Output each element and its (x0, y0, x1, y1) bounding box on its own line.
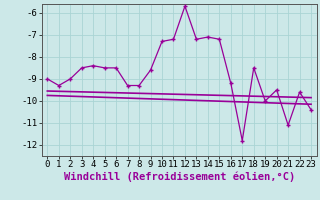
X-axis label: Windchill (Refroidissement éolien,°C): Windchill (Refroidissement éolien,°C) (64, 172, 295, 182)
